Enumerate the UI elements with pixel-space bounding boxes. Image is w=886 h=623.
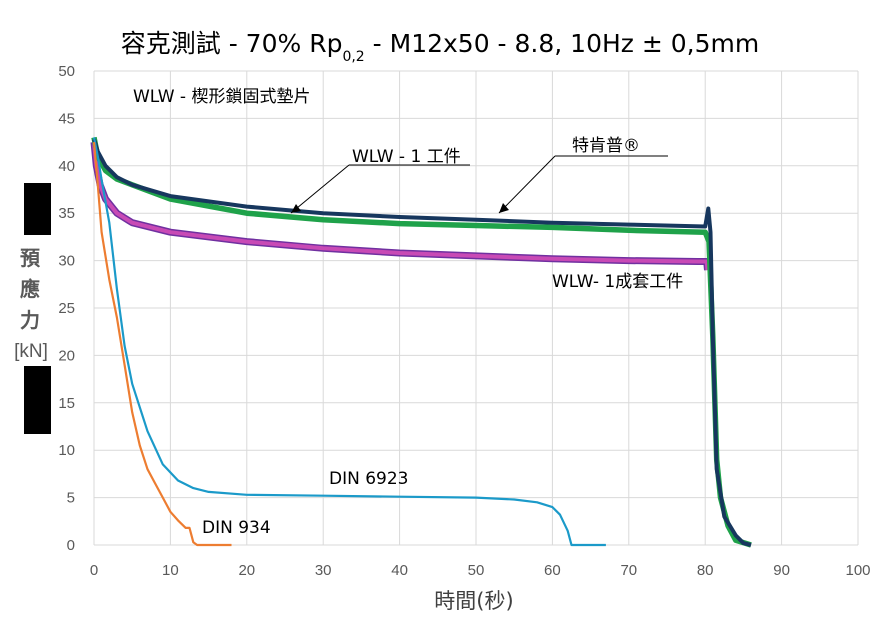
- x-tick-labels: 0 10 20 30 40 50 60 70 80 90 100: [90, 562, 871, 579]
- y-tick-label-5: 25: [58, 300, 75, 317]
- y-label-char-3: 力: [20, 308, 40, 332]
- legend-note: WLW - 楔形鎖固式墊片: [133, 87, 310, 107]
- x-tick-label-5: 50: [468, 562, 485, 579]
- series-line-3: [92, 137, 606, 547]
- y-tick-label-8: 40: [58, 158, 75, 175]
- y-tick-label-10: 50: [58, 63, 75, 80]
- y-label-unit: [kN]: [14, 341, 48, 362]
- chart-title: 容克測試 - 70% Rp0,2 - M12x50 - 8.8, 10Hz ± …: [121, 29, 759, 65]
- x-tick-label-7: 70: [620, 562, 637, 579]
- y-tick-labels: 0 5 10 15 20 25 30 35 40 45 50: [58, 63, 75, 554]
- x-axis-label: 時間(秒): [434, 589, 513, 613]
- y-label-redaction-bottom: [24, 366, 51, 434]
- y-label-redaction-top: [24, 183, 51, 235]
- sp-arrowhead: [499, 203, 509, 213]
- y-label-char-2: 應: [20, 277, 40, 301]
- y-tick-label-9: 45: [58, 110, 75, 127]
- x-tick-label-1: 10: [162, 562, 179, 579]
- wlw1-label: WLW - 1 工件: [352, 147, 461, 167]
- din934-label: DIN 934: [202, 518, 271, 538]
- y-tick-label-2: 10: [58, 442, 75, 459]
- x-tick-label-2: 20: [238, 562, 255, 579]
- sp-leader-line: [498, 155, 556, 214]
- wlw-set-label: WLW- 1成套工件: [552, 272, 683, 292]
- wlw1-arrowhead: [291, 204, 301, 213]
- series-line-4: [92, 142, 232, 547]
- x-tick-label-9: 90: [773, 562, 790, 579]
- y-tick-label-1: 5: [67, 490, 75, 507]
- y-tick-label-0: 0: [67, 537, 75, 554]
- sp-label: 特肯普®: [572, 136, 640, 156]
- x-tick-label-6: 60: [544, 562, 561, 579]
- series-layer: [90, 136, 752, 548]
- x-tick-label-4: 40: [391, 562, 408, 579]
- x-tick-label-8: 80: [697, 562, 714, 579]
- din6923-label: DIN 6923: [329, 469, 409, 489]
- grid: [93, 70, 859, 546]
- y-tick-label-7: 35: [58, 205, 75, 222]
- y-tick-label-4: 20: [58, 347, 75, 364]
- y-tick-label-6: 30: [58, 253, 75, 270]
- y-tick-label-3: 15: [58, 395, 75, 412]
- y-label-char-1: 預: [20, 246, 41, 270]
- wlw1-leader-line: [290, 164, 350, 214]
- series-line-2: [92, 138, 752, 547]
- x-tick-label-10: 100: [845, 562, 870, 579]
- x-tick-label-3: 30: [315, 562, 332, 579]
- x-tick-label-0: 0: [90, 562, 98, 579]
